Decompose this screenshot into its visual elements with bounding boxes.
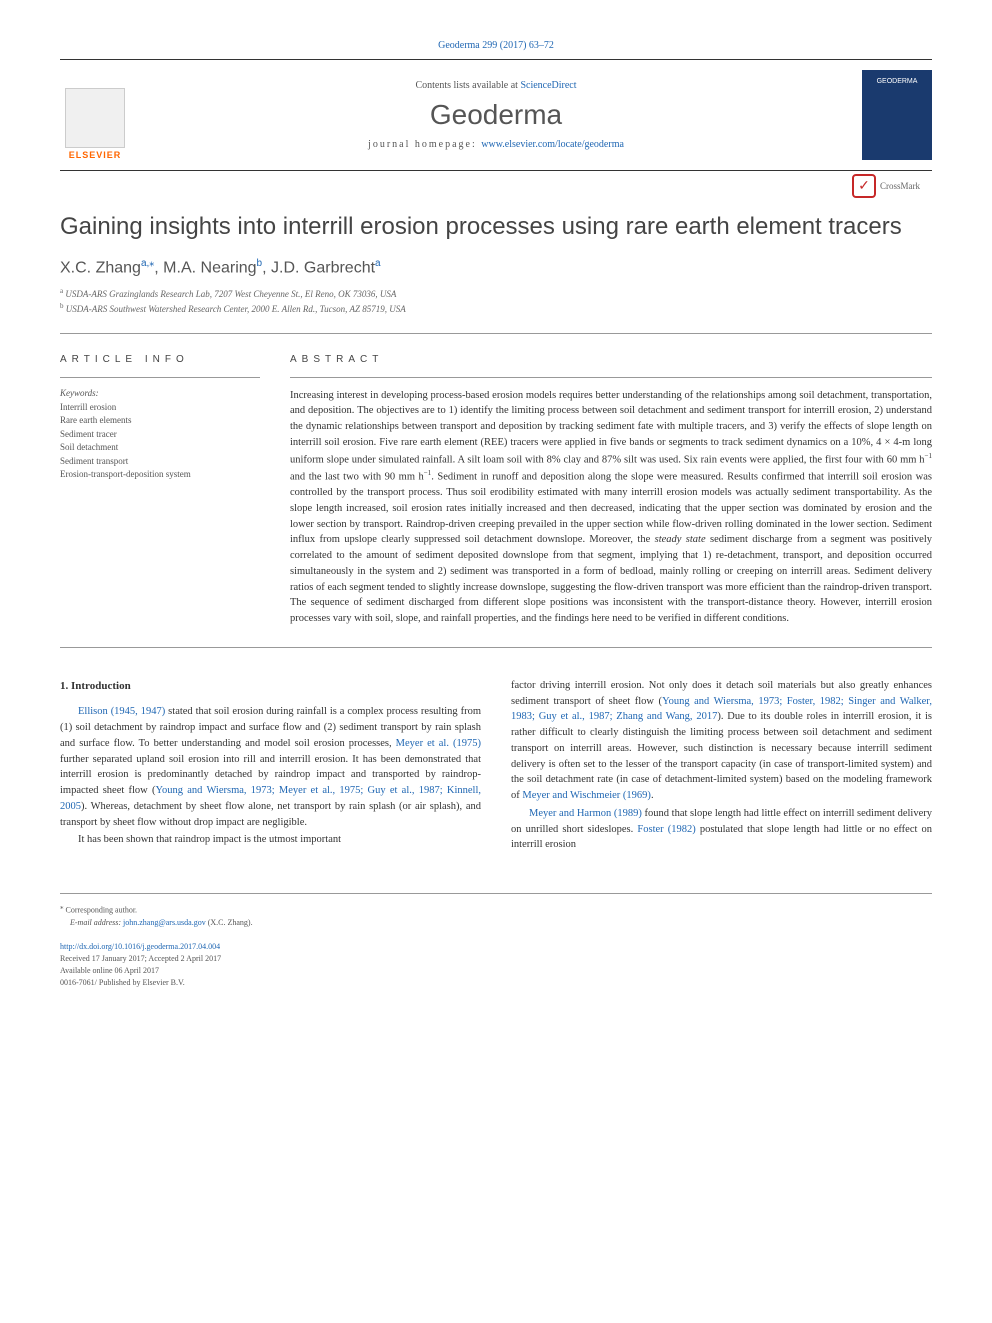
affiliation-a-text: USDA-ARS Grazinglands Research Lab, 7207… [63, 289, 396, 299]
intro-para-2: It has been shown that raindrop impact i… [60, 832, 481, 848]
keywords-label: Keywords: [60, 388, 260, 398]
intro-text: . [651, 790, 654, 801]
citation-link[interactable]: Meyer and Harmon (1989) [529, 808, 642, 819]
abstract-p4: sediment discharge from a segment was po… [290, 534, 932, 624]
crossmark-badge[interactable]: ✓ CrossMark [852, 171, 932, 201]
intro-text: It has been shown that raindrop impact i… [78, 834, 341, 845]
citation-link[interactable]: Meyer et al. (1975) [396, 738, 481, 749]
authors-line: X.C. Zhanga,⁎, M.A. Nearingb, J.D. Garbr… [60, 258, 932, 277]
divider [60, 647, 932, 648]
keyword: Sediment transport [60, 455, 260, 469]
homepage-link[interactable]: www.elsevier.com/locate/geoderma [481, 139, 624, 150]
sciencedirect-link[interactable]: ScienceDirect [520, 80, 576, 91]
intro-para-3: factor driving interrill erosion. Not on… [511, 678, 932, 804]
info-abstract-row: ARTICLE INFO Keywords: Interrill erosion… [60, 354, 932, 627]
footer: ⁎ Corresponding author. E-mail address: … [60, 893, 932, 989]
homepage-line: journal homepage: www.elsevier.com/locat… [130, 139, 862, 150]
email-link[interactable]: john.zhang@ars.usda.gov [123, 918, 206, 927]
journal-cover: GEODERMA [862, 70, 932, 160]
corr-text: Corresponding author. [64, 906, 138, 915]
affiliation-a: a USDA-ARS Grazinglands Research Lab, 72… [60, 286, 932, 302]
received-line: Received 17 January 2017; Accepted 2 Apr… [60, 953, 932, 965]
email-suffix: (X.C. Zhang). [206, 918, 253, 927]
elsevier-tree-icon [65, 88, 125, 148]
crossmark-label: CrossMark [880, 181, 920, 191]
publisher-name: ELSEVIER [69, 150, 122, 160]
author-3-name: , J.D. Garbrecht [262, 260, 375, 277]
abstract-sup1: −1 [925, 452, 932, 460]
abstract-p2: and the last two with 90 mm h [290, 471, 424, 482]
keyword: Sediment tracer [60, 428, 260, 442]
email-line: E-mail address: john.zhang@ars.usda.gov … [60, 917, 932, 929]
keyword: Erosion-transport-deposition system [60, 468, 260, 482]
intro-text: ). Whereas, detachment by sheet flow alo… [60, 801, 481, 828]
journal-title: Geoderma [130, 99, 862, 131]
divider [60, 333, 932, 334]
doi-line: http://dx.doi.org/10.1016/j.geoderma.201… [60, 941, 932, 953]
divider [290, 377, 932, 378]
citation-link[interactable]: Ellison (1945, 1947) [78, 706, 165, 717]
author-2-name: , M.A. Nearing [154, 260, 256, 277]
citation-link[interactable]: Foster (1982) [637, 824, 695, 835]
divider [60, 377, 260, 378]
body-columns: 1. Introduction Ellison (1945, 1947) sta… [60, 678, 932, 853]
intro-para-1: Ellison (1945, 1947) stated that soil er… [60, 704, 481, 830]
available-line: Available online 06 April 2017 [60, 965, 932, 977]
author-1-name: X.C. Zhang [60, 260, 141, 277]
intro-heading: 1. Introduction [60, 678, 481, 695]
intro-para-4: Meyer and Harmon (1989) found that slope… [511, 806, 932, 853]
header-citation: Geoderma 299 (2017) 63–72 [60, 40, 932, 51]
keyword: Rare earth elements [60, 414, 260, 428]
abstract-p1: Increasing interest in developing proces… [290, 390, 932, 466]
contents-prefix: Contents lists available at [415, 80, 520, 91]
corresponding-author: ⁎ Corresponding author. [60, 902, 932, 917]
issn-line: 0016-7061/ Published by Elsevier B.V. [60, 977, 932, 989]
publisher-logo: ELSEVIER [60, 70, 130, 160]
contents-line: Contents lists available at ScienceDirec… [130, 80, 862, 91]
header-box: ELSEVIER Contents lists available at Sci… [60, 59, 932, 171]
affiliation-b-text: USDA-ARS Southwest Watershed Research Ce… [64, 304, 406, 314]
doi-link[interactable]: http://dx.doi.org/10.1016/j.geoderma.201… [60, 942, 220, 951]
abstract-column: ABSTRACT Increasing interest in developi… [290, 354, 932, 627]
abstract-italic1: steady state [655, 534, 706, 545]
intro-text: ). Due to its double roles in interrill … [511, 711, 932, 801]
header-center: Contents lists available at ScienceDirec… [130, 80, 862, 150]
citation-link[interactable]: Meyer and Wischmeier (1969) [522, 790, 651, 801]
article-title: Gaining insights into interrill erosion … [60, 211, 932, 242]
introduction-section: 1. Introduction Ellison (1945, 1947) sta… [60, 678, 932, 853]
affiliation-b: b USDA-ARS Southwest Watershed Research … [60, 301, 932, 317]
abstract-heading: ABSTRACT [290, 354, 932, 365]
keyword: Interrill erosion [60, 401, 260, 415]
article-info-heading: ARTICLE INFO [60, 354, 260, 365]
keyword: Soil detachment [60, 441, 260, 455]
affiliations: a USDA-ARS Grazinglands Research Lab, 72… [60, 286, 932, 317]
author-3-affiliation[interactable]: a [375, 258, 381, 269]
homepage-prefix: journal homepage: [368, 139, 481, 150]
article-info-column: ARTICLE INFO Keywords: Interrill erosion… [60, 354, 260, 627]
email-label: E-mail address: [70, 918, 123, 927]
abstract-text: Increasing interest in developing proces… [290, 388, 932, 627]
crossmark-icon: ✓ [852, 174, 876, 198]
